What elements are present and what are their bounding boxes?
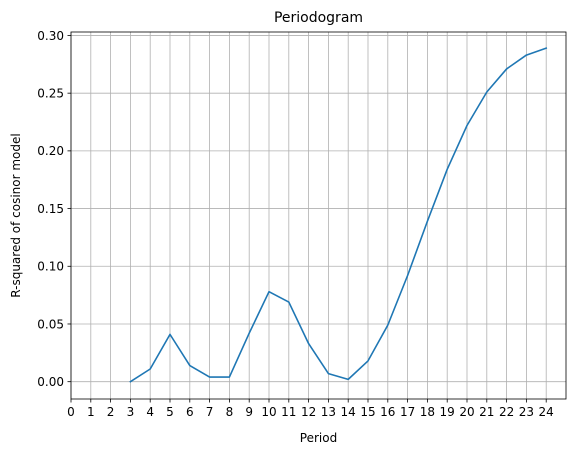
y-tick-label: 0.05 bbox=[37, 317, 64, 331]
x-tick-label: 8 bbox=[226, 405, 234, 419]
y-tick-label: 0.25 bbox=[37, 86, 64, 100]
y-tick-label: 0.20 bbox=[37, 144, 64, 158]
x-tick-label: 1 bbox=[87, 405, 95, 419]
x-tick-label: 2 bbox=[107, 405, 115, 419]
chart-title: Periodogram bbox=[274, 10, 363, 26]
x-tick-label: 22 bbox=[499, 405, 514, 419]
series-layer bbox=[129, 47, 548, 383]
x-tick-label: 4 bbox=[146, 405, 154, 419]
y-tick-label: 0.10 bbox=[37, 260, 64, 274]
x-axis-ticks: 0 1 2 3 4 5 6 7 8 9 10 11 12 13 14 15 16 17 18 19 20 21 22 23 24 bbox=[67, 399, 554, 419]
x-tick-label: 11 bbox=[281, 405, 296, 419]
x-tick-label: 21 bbox=[479, 405, 494, 419]
x-tick-label: 10 bbox=[261, 405, 276, 419]
x-tick-label: 24 bbox=[539, 405, 554, 419]
y-tick-label: 0.30 bbox=[37, 29, 64, 43]
y-tick-label: 0.15 bbox=[37, 202, 64, 216]
x-tick-label: 16 bbox=[380, 405, 395, 419]
x-tick-label: 19 bbox=[440, 405, 455, 419]
x-tick-label: 20 bbox=[459, 405, 474, 419]
x-tick-label: 9 bbox=[245, 405, 253, 419]
grid bbox=[70, 32, 566, 399]
x-tick-label: 0 bbox=[67, 405, 75, 419]
x-tick-label: 7 bbox=[206, 405, 214, 419]
x-tick-label: 13 bbox=[321, 405, 336, 419]
x-axis-label: Period bbox=[300, 431, 337, 445]
x-tick-label: 23 bbox=[519, 405, 534, 419]
y-tick-label: 0.00 bbox=[37, 375, 64, 389]
x-tick-label: 14 bbox=[341, 405, 356, 419]
y-axis-label: R-squared of cosinor model bbox=[9, 133, 23, 297]
x-tick-label: 6 bbox=[186, 405, 194, 419]
y-axis-ticks: 0.00 0.05 0.10 0.15 0.20 0.25 0.30 bbox=[37, 29, 71, 389]
plot-frame bbox=[70, 31, 567, 400]
x-tick-label: 17 bbox=[400, 405, 415, 419]
series-line bbox=[129, 47, 548, 383]
x-tick-label: 3 bbox=[127, 405, 135, 419]
x-tick-label: 15 bbox=[360, 405, 375, 419]
x-tick-label: 18 bbox=[420, 405, 435, 419]
x-tick-label: 5 bbox=[166, 405, 174, 419]
x-tick-label: 12 bbox=[301, 405, 316, 419]
